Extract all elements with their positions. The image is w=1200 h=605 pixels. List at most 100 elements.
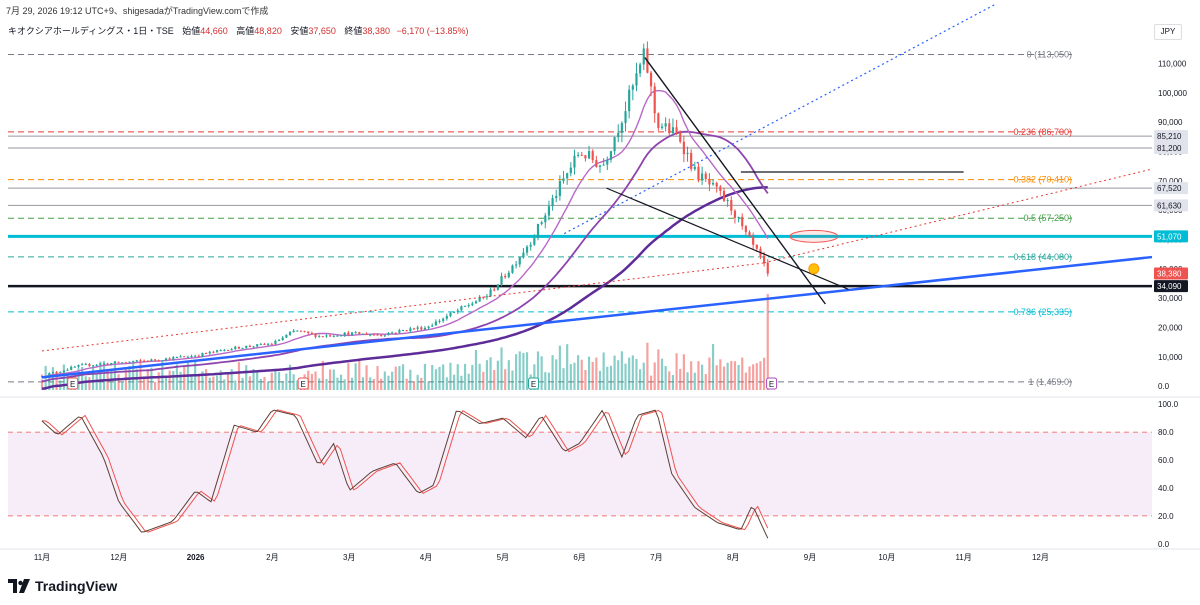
candle[interactable] — [653, 82, 656, 123]
candle[interactable] — [646, 41, 649, 74]
trendline-dotted-blue[interactable] — [563, 4, 995, 235]
candle[interactable] — [639, 62, 642, 78]
candle[interactable] — [445, 313, 448, 321]
candle[interactable] — [741, 213, 744, 230]
candle[interactable] — [558, 175, 561, 201]
trendline-resistance[interactable] — [644, 57, 826, 305]
earnings-marker[interactable]: E — [297, 377, 309, 390]
candle[interactable] — [562, 171, 565, 184]
candle[interactable] — [110, 362, 113, 366]
candle[interactable] — [631, 83, 634, 101]
candle[interactable] — [606, 156, 609, 171]
candle[interactable] — [267, 342, 270, 346]
candle[interactable] — [748, 230, 751, 238]
candle[interactable] — [401, 329, 405, 332]
candle[interactable] — [409, 326, 412, 334]
earnings-marker[interactable]: E — [528, 377, 540, 390]
candle[interactable] — [449, 312, 452, 318]
trendline-dotted-red-ext[interactable] — [763, 168, 1153, 264]
candle[interactable] — [212, 350, 215, 354]
candle[interactable] — [423, 326, 427, 330]
candle[interactable] — [256, 344, 259, 348]
candle[interactable] — [726, 198, 729, 207]
marker-dot[interactable] — [808, 263, 820, 275]
candle[interactable] — [657, 112, 660, 131]
price-pane[interactable]: 0 (113,050) 0.236 (86,700) 0.382 (70,410) 0… — [0, 4, 1200, 398]
candle[interactable] — [496, 284, 499, 291]
candle[interactable] — [438, 319, 441, 324]
candle[interactable] — [412, 327, 416, 330]
candle[interactable] — [157, 359, 160, 362]
candle[interactable] — [682, 135, 685, 163]
candle[interactable] — [602, 158, 605, 166]
candle[interactable] — [609, 150, 613, 163]
candle[interactable] — [489, 287, 492, 298]
candle[interactable] — [719, 184, 722, 196]
candle[interactable] — [274, 339, 277, 346]
candle[interactable] — [321, 336, 324, 338]
candle[interactable] — [172, 355, 175, 361]
candle[interactable] — [598, 164, 602, 173]
candle[interactable] — [325, 334, 328, 338]
candle[interactable] — [318, 334, 321, 338]
candle[interactable] — [102, 363, 106, 365]
candle[interactable] — [219, 349, 222, 352]
candle[interactable] — [252, 346, 255, 349]
candle[interactable] — [613, 136, 616, 155]
candle[interactable] — [132, 360, 135, 363]
candle[interactable] — [288, 331, 292, 336]
candle[interactable] — [555, 189, 558, 203]
candle[interactable] — [511, 264, 514, 274]
candle[interactable] — [704, 171, 707, 182]
candle[interactable] — [547, 200, 551, 221]
trendline-support[interactable] — [41, 255, 1153, 379]
candle[interactable] — [55, 370, 58, 375]
candle[interactable] — [722, 187, 726, 202]
candle[interactable] — [194, 354, 197, 357]
candle[interactable] — [660, 123, 664, 130]
candle[interactable] — [730, 196, 733, 216]
candle[interactable] — [679, 130, 682, 144]
candle[interactable] — [84, 362, 87, 366]
candle[interactable] — [51, 371, 55, 374]
candle[interactable] — [686, 146, 689, 162]
candle[interactable] — [540, 220, 543, 226]
candle[interactable] — [690, 149, 693, 172]
candle[interactable] — [697, 162, 700, 183]
candle[interactable] — [624, 101, 627, 132]
candle[interactable] — [168, 357, 171, 360]
candle[interactable] — [533, 234, 536, 246]
trendline-lower[interactable] — [606, 187, 849, 290]
candle[interactable] — [737, 216, 740, 223]
candle[interactable] — [270, 342, 273, 345]
candle[interactable] — [197, 354, 200, 358]
candle[interactable] — [237, 346, 241, 349]
earnings-marker[interactable]: E — [67, 377, 79, 390]
candle[interactable] — [693, 161, 696, 171]
candle[interactable] — [536, 223, 540, 241]
candle[interactable] — [201, 352, 204, 358]
candle[interactable] — [376, 333, 379, 336]
candle[interactable] — [383, 335, 386, 338]
candle[interactable] — [635, 62, 638, 92]
candle[interactable] — [522, 247, 525, 259]
candle[interactable] — [405, 329, 408, 332]
earnings-marker[interactable]: E — [766, 377, 778, 390]
price-axis[interactable]: 110,000100,00090,00080,00070,00060,00050… — [1154, 59, 1188, 391]
candle[interactable] — [62, 370, 65, 374]
candle[interactable] — [620, 121, 623, 143]
candle[interactable] — [77, 364, 80, 369]
candle[interactable] — [617, 124, 620, 143]
candle[interactable] — [387, 332, 390, 336]
candle[interactable] — [113, 361, 117, 365]
candle[interactable] — [124, 361, 127, 364]
candle[interactable] — [117, 361, 120, 364]
candle[interactable] — [339, 334, 343, 337]
candle[interactable] — [752, 232, 755, 250]
candle[interactable] — [106, 362, 109, 365]
candle[interactable] — [143, 359, 146, 362]
candle[interactable] — [485, 293, 489, 300]
candle[interactable] — [744, 224, 747, 236]
candle[interactable] — [711, 178, 715, 186]
candle[interactable] — [332, 335, 335, 338]
